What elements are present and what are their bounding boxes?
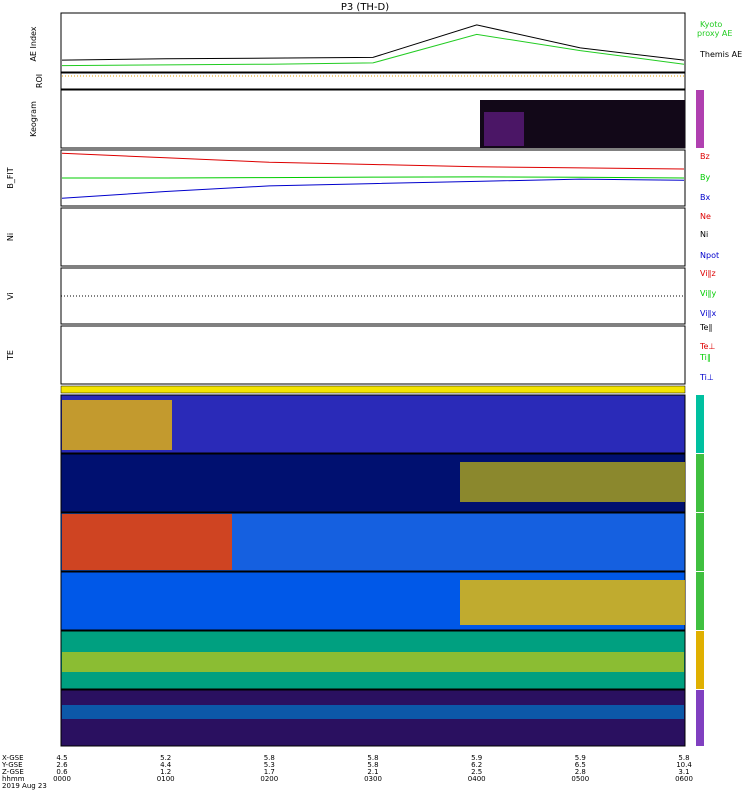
ae-legend-proxy: proxy AE [697, 29, 732, 38]
x-tick-label: 0000 [53, 775, 71, 783]
x-tick-label: 0300 [364, 775, 382, 783]
plot-title: P3 (TH-D) [341, 2, 389, 13]
x-tick-label: 0.6 [56, 768, 68, 776]
x-tick-label: 0100 [157, 775, 175, 783]
x-tick-label: 1.2 [160, 768, 171, 776]
bz-line [61, 152, 685, 170]
density-legend-ni: Ni [700, 230, 708, 239]
sst-i-colorbar [696, 513, 704, 571]
colorbars [696, 90, 704, 746]
xlabel-x-gse: X-GSE [2, 754, 24, 762]
x-axis: X-GSE Y-GSE Z-GSE hhmm 2019 Aug 23 4.5 5.… [1, 754, 693, 790]
x-tick-label: 0600 [675, 775, 693, 783]
xlabel-date: 2019 Aug 23 [2, 782, 47, 790]
keogram-ylabel: Keogram [29, 101, 38, 137]
temperature-frame [60, 325, 686, 385]
esa-i-activity [460, 580, 685, 625]
xlabel-z-gse: Z-GSE [2, 768, 24, 776]
sst-e-colorbar [696, 395, 704, 453]
x-tick-label: 5.2 [160, 754, 171, 762]
velocity-legend-z: Vi∥z [700, 269, 716, 278]
fbk-edc12-band [62, 652, 684, 672]
roi-ylabel: ROI [35, 74, 44, 88]
x-tick-label: 4.5 [56, 754, 67, 762]
bfield-ylabel: B_FIT [6, 167, 15, 188]
fbk-scm1-colorbar [696, 690, 704, 746]
x-tick-label: 0400 [468, 775, 486, 783]
esa-e-activity [460, 462, 685, 502]
x-tick-label: 5.3 [264, 761, 275, 769]
x-tick-label: 4.4 [160, 761, 172, 769]
x-tick-label: 6.5 [575, 761, 586, 769]
sst-i-hot-region [62, 514, 232, 570]
themis-ae-line [61, 24, 685, 61]
bfield-legend-bx: Bx [700, 193, 710, 202]
x-tick-label: 2.6 [56, 761, 68, 769]
bfield-panel: Bz By Bx B_FIT [6, 149, 710, 207]
x-tick-label: 5.8 [264, 754, 275, 762]
x-tick-label: 5.9 [575, 754, 586, 762]
temperature-ylabel: TE [6, 350, 15, 361]
bfield-legend-bz: Bz [700, 152, 710, 161]
temperature-panel: Te∥ Te⊥ Ti∥ Ti⊥ TE [6, 323, 715, 385]
ae-ylabel: AE Index [29, 26, 38, 61]
keogram-colorbar [696, 90, 704, 148]
spectrogram-stack [60, 394, 686, 747]
density-legend-npot: Npot [700, 251, 719, 260]
velocity-ylabel: Vi [6, 292, 15, 300]
keogram-aurora [484, 112, 524, 146]
x-tick-label: 5.8 [367, 754, 378, 762]
by-line [62, 176, 685, 179]
fbk-edc12-colorbar [696, 631, 704, 689]
kyoto-ae-line [61, 33, 685, 67]
density-frame [60, 207, 686, 267]
density-ylabel: Ni [6, 233, 15, 241]
roi-frame [60, 72, 686, 90]
ae-panel: AE Index Kyoto proxy AE Themis AE [29, 12, 742, 73]
sst-e-hot-region [62, 400, 172, 450]
bx-line [61, 178, 685, 199]
velocity-legend-x: Vi∥x [700, 309, 717, 318]
x-tick-label: 10.4 [676, 761, 692, 769]
esa-i-colorbar [696, 572, 704, 630]
bfield-frame [60, 149, 686, 207]
density-legend-ne: Ne [700, 212, 711, 221]
velocity-panel: Vi∥z Vi∥y Vi∥x Vi [6, 267, 717, 325]
temperature-legend-te-par: Te∥ [699, 323, 712, 332]
x-tick-label: 2.1 [367, 768, 378, 776]
x-tick-label: 0200 [260, 775, 278, 783]
temperature-legend-ti-perp: Ti⊥ [699, 373, 714, 382]
x-tick-label: 2.5 [471, 768, 482, 776]
xlabel-hhmm: hhmm [2, 775, 25, 783]
x-tick-label: 0500 [571, 775, 589, 783]
esa-e-colorbar [696, 454, 704, 512]
velocity-legend-y: Vi∥y [700, 289, 717, 298]
x-tick-label: 6.2 [471, 761, 482, 769]
ae-frame [60, 12, 686, 73]
temperature-legend-ti-par: Ti∥ [699, 353, 711, 362]
fbk-scm1-band [62, 705, 684, 719]
x-tick-label: 5.8 [678, 754, 689, 762]
ae-legend-themis: Themis AE [699, 50, 742, 59]
x-tick-label: 2.8 [575, 768, 586, 776]
x-tick-label: 5.8 [367, 761, 378, 769]
temperature-legend-te-perp: Te⊥ [699, 342, 715, 351]
x-tick-label: 3.1 [678, 768, 689, 776]
roi-panel: ROI [35, 72, 686, 90]
x-tick-label: 1.7 [264, 768, 275, 776]
x-tick-label: 5.9 [471, 754, 482, 762]
ae-legend-kyoto: Kyoto [700, 20, 722, 29]
xlabel-y-gse: Y-GSE [1, 761, 23, 769]
density-panel: Ne Ni Npot Ni [6, 207, 719, 267]
bfield-legend-by: By [700, 173, 710, 182]
keogram-panel: Keogram [29, 89, 686, 149]
spectrogram-header-bar [60, 385, 686, 394]
